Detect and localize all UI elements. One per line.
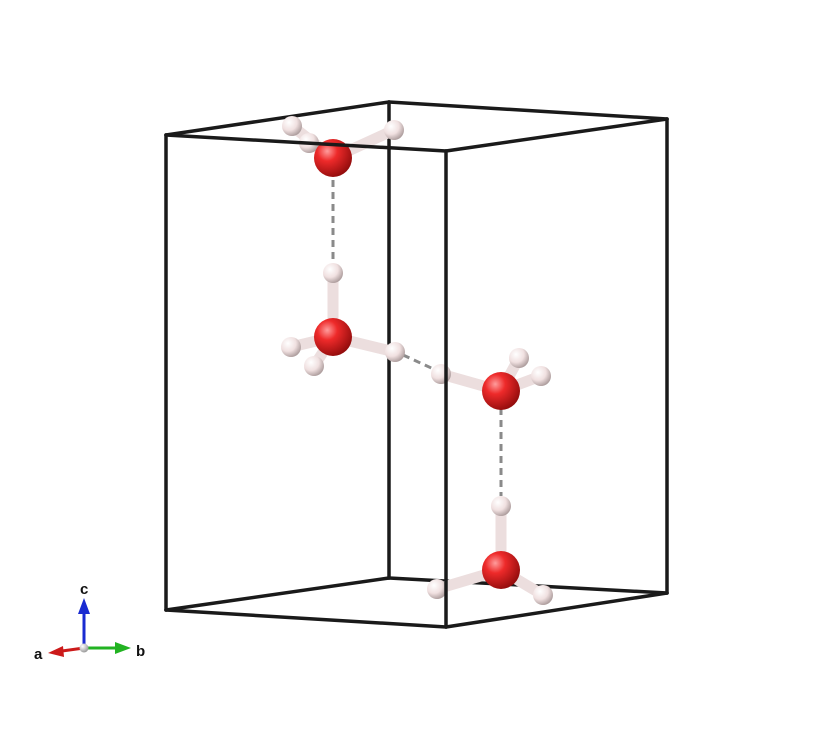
cell-edge xyxy=(164,608,448,629)
oxygen-atom[interactable] xyxy=(482,551,520,589)
c-axis-arrowhead xyxy=(78,598,90,614)
hydrogen-atom[interactable] xyxy=(384,120,404,140)
cell-edge xyxy=(444,591,669,629)
hydrogen-atom[interactable] xyxy=(282,116,302,136)
hydrogen-atom[interactable] xyxy=(281,337,301,357)
hydrogen-atom[interactable] xyxy=(531,366,551,386)
water-molecule[interactable] xyxy=(427,496,553,605)
unit-cell-front-edges xyxy=(164,117,669,629)
a-axis-arrowhead xyxy=(48,646,64,657)
c-axis-label: c xyxy=(80,581,88,598)
hydrogen-atom[interactable] xyxy=(323,263,343,283)
hydrogen-bonds xyxy=(331,180,503,496)
axis-indicator: c b a xyxy=(34,581,145,663)
oxygen-atom[interactable] xyxy=(314,139,352,177)
b-axis-label: b xyxy=(136,643,145,660)
hydrogen-bond xyxy=(402,353,441,374)
b-axis-arrowhead xyxy=(115,642,131,654)
hydrogen-atom[interactable] xyxy=(431,364,451,384)
water-molecule[interactable] xyxy=(282,116,404,177)
cell-edge xyxy=(444,117,669,153)
a-axis-label: a xyxy=(34,646,43,663)
cell-edge xyxy=(387,100,669,121)
cell-edge xyxy=(164,576,391,612)
hydrogen-atom[interactable] xyxy=(533,585,553,605)
hydrogen-atom[interactable] xyxy=(385,342,405,362)
hydrogen-atom[interactable] xyxy=(304,356,324,376)
water-molecule[interactable] xyxy=(431,348,551,410)
axis-origin xyxy=(79,643,89,653)
cell-edge xyxy=(164,100,391,137)
hydrogen-atom[interactable] xyxy=(491,496,511,516)
hydrogen-atom[interactable] xyxy=(509,348,529,368)
water-molecule[interactable] xyxy=(281,263,405,376)
hydrogen-atom[interactable] xyxy=(427,579,447,599)
oxygen-atom[interactable] xyxy=(482,372,520,410)
oxygen-atom[interactable] xyxy=(314,318,352,356)
unit-cell-back-edges xyxy=(164,100,669,612)
cell-edge xyxy=(164,133,448,153)
